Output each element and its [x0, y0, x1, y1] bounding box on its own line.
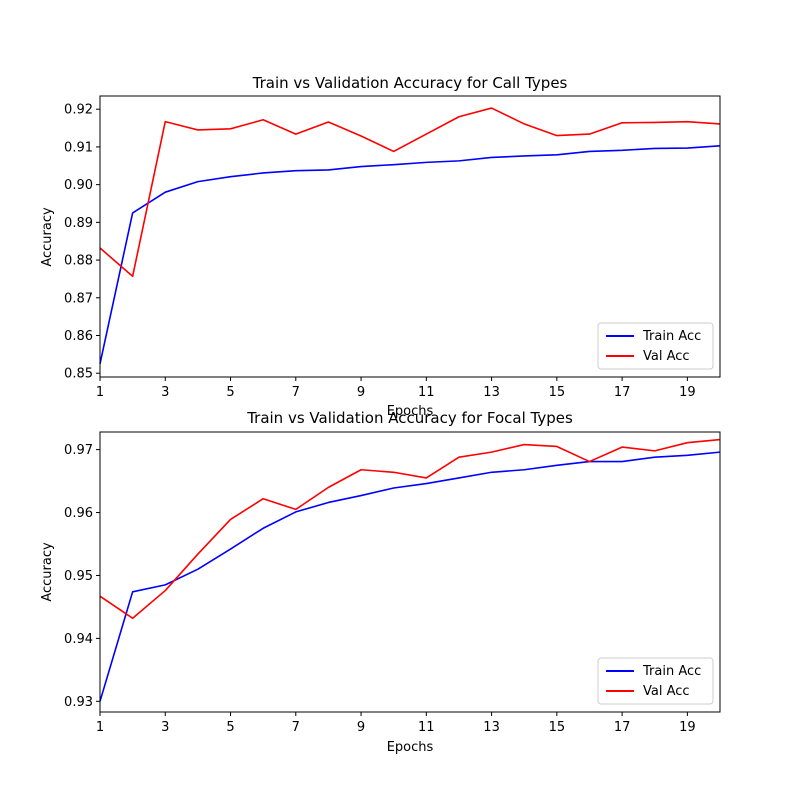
y-axis-label: Accuracy: [40, 542, 55, 602]
y-tick-label: 0.93: [64, 695, 93, 710]
legend-label-train: Train Acc: [642, 664, 701, 679]
y-tick-label: 0.89: [64, 216, 93, 231]
legend: Train Acc Val Acc: [597, 322, 714, 370]
x-tick-label: 17: [614, 385, 631, 400]
series-line-val-acc: [99, 107, 721, 278]
x-tick-label: 1: [96, 385, 104, 400]
plot-frame: [99, 95, 721, 378]
legend-label-train: Train Acc: [642, 329, 701, 344]
plot-frame: [99, 431, 721, 713]
x-tick-label: 9: [357, 385, 365, 400]
x-tick-label: 15: [549, 385, 566, 400]
y-tick-label: 0.87: [64, 291, 93, 306]
y-axis-ticks: 0.85 0.86 0.87 0.88 0.89 0.90 0.91 0.92: [64, 103, 100, 382]
x-tick-label: 11: [418, 720, 435, 735]
y-tick-label: 0.88: [64, 254, 93, 269]
y-tick-label: 0.90: [64, 178, 93, 193]
chart-title: Train vs Validation Accuracy for Call Ty…: [252, 74, 568, 92]
x-axis-ticks: 1 3 5 7 9 11 13 15 17 19: [96, 712, 696, 735]
legend-box: [597, 657, 714, 705]
chart-call-types: Train vs Validation Accuracy for Call Ty…: [40, 74, 721, 419]
x-tick-label: 15: [549, 720, 566, 735]
series-line-train-acc: [99, 451, 721, 702]
chart-focal-types: Train vs Validation Accuracy for Focal T…: [40, 409, 721, 755]
y-axis-label: Accuracy: [40, 207, 55, 267]
x-tick-label: 3: [161, 385, 169, 400]
legend-box: [597, 322, 714, 370]
x-tick-label: 7: [292, 385, 300, 400]
series-line-val-acc: [99, 438, 721, 620]
x-tick-label: 7: [292, 720, 300, 735]
y-tick-label: 0.96: [64, 506, 93, 521]
x-tick-label: 5: [226, 720, 234, 735]
x-tick-label: 19: [679, 720, 696, 735]
y-tick-label: 0.94: [64, 632, 93, 647]
y-tick-label: 0.86: [64, 329, 93, 344]
x-tick-label: 17: [614, 720, 631, 735]
x-axis-label: Epochs: [387, 740, 434, 755]
chart-title: Train vs Validation Accuracy for Focal T…: [246, 409, 573, 427]
x-tick-label: 13: [483, 385, 500, 400]
series-layer: [99, 438, 721, 702]
x-tick-label: 13: [483, 720, 500, 735]
series-line-train-acc: [99, 144, 721, 364]
x-tick-label: 3: [161, 720, 169, 735]
x-tick-label: 11: [418, 385, 435, 400]
y-tick-label: 0.92: [64, 103, 93, 118]
x-tick-label: 19: [679, 385, 696, 400]
x-axis-ticks: 1 3 5 7 9 11 13 15 17 19: [96, 377, 696, 400]
x-tick-label: 9: [357, 720, 365, 735]
legend-label-val: Val Acc: [643, 349, 690, 364]
legend: Train Acc Val Acc: [597, 657, 714, 705]
y-axis-ticks: 0.93 0.94 0.95 0.96 0.97: [64, 443, 100, 710]
y-tick-label: 0.85: [64, 367, 93, 382]
y-tick-label: 0.91: [64, 140, 93, 155]
x-axis-label: Epochs: [387, 404, 434, 419]
legend-label-val: Val Acc: [643, 684, 690, 699]
y-tick-label: 0.97: [64, 443, 93, 458]
y-tick-label: 0.95: [64, 569, 93, 584]
x-tick-label: 1: [96, 720, 104, 735]
x-tick-label: 5: [226, 385, 234, 400]
series-layer: [99, 107, 721, 364]
